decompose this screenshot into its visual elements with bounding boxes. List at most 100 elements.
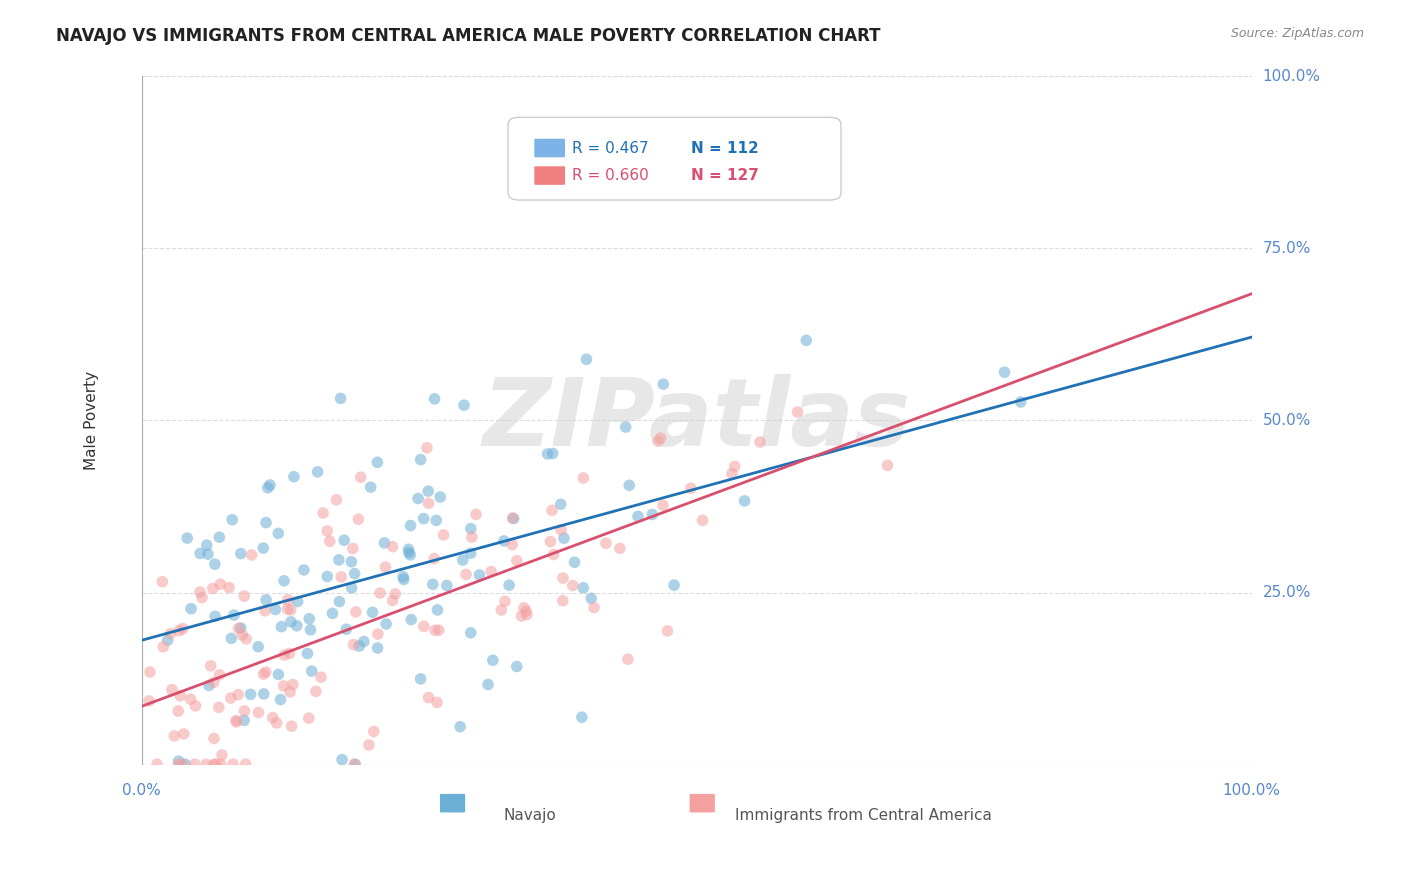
Immigrants from Central America xyxy=(343,757,366,772)
Immigrants from Central America xyxy=(228,621,250,635)
Navajo xyxy=(297,647,319,661)
Navajo xyxy=(449,720,471,734)
Immigrants from Central America xyxy=(679,481,702,495)
Immigrants from Central America xyxy=(347,512,370,526)
Navajo xyxy=(321,607,343,621)
Navajo xyxy=(399,518,422,533)
Immigrants from Central America xyxy=(501,538,523,552)
Navajo xyxy=(267,667,290,681)
Navajo xyxy=(392,573,415,587)
Immigrants from Central America xyxy=(195,757,218,772)
Navajo xyxy=(492,533,515,548)
Navajo xyxy=(198,678,221,692)
Immigrants from Central America xyxy=(572,471,595,485)
Navajo xyxy=(498,578,520,592)
Navajo xyxy=(204,558,226,572)
Navajo xyxy=(176,531,198,545)
Navajo xyxy=(298,612,321,626)
Immigrants from Central America xyxy=(167,624,190,638)
Navajo xyxy=(541,446,564,460)
Immigrants from Central America xyxy=(749,435,772,450)
Immigrants from Central America xyxy=(139,665,162,679)
Navajo xyxy=(239,687,262,701)
Immigrants from Central America xyxy=(167,757,190,772)
Navajo xyxy=(229,547,252,561)
Text: Immigrants from Central America: Immigrants from Central America xyxy=(735,808,991,823)
Immigrants from Central America xyxy=(515,604,537,618)
Immigrants from Central America xyxy=(342,541,364,556)
Text: 25.0%: 25.0% xyxy=(1263,585,1310,600)
Navajo xyxy=(460,522,482,536)
Navajo xyxy=(375,617,398,632)
Navajo xyxy=(406,491,429,506)
Immigrants from Central America xyxy=(163,729,186,743)
Immigrants from Central America xyxy=(423,624,446,638)
Immigrants from Central America xyxy=(150,574,173,589)
Immigrants from Central America xyxy=(506,554,529,568)
Navajo xyxy=(619,478,641,492)
Immigrants from Central America xyxy=(325,492,347,507)
Navajo xyxy=(229,621,252,635)
Immigrants from Central America xyxy=(280,719,302,733)
Navajo xyxy=(460,625,482,640)
Navajo xyxy=(208,530,231,544)
Navajo xyxy=(252,541,274,556)
Navajo xyxy=(197,547,219,561)
Immigrants from Central America xyxy=(416,441,439,455)
Navajo xyxy=(614,420,637,434)
Navajo xyxy=(468,568,491,582)
Immigrants from Central America xyxy=(254,665,277,679)
Navajo xyxy=(204,609,226,624)
Navajo xyxy=(347,639,370,653)
FancyBboxPatch shape xyxy=(508,118,841,200)
Text: 75.0%: 75.0% xyxy=(1263,241,1310,256)
Navajo xyxy=(273,574,295,588)
Immigrants from Central America xyxy=(876,458,898,473)
Text: N = 112: N = 112 xyxy=(692,141,759,156)
Immigrants from Central America xyxy=(184,698,207,713)
Immigrants from Central America xyxy=(502,511,524,525)
Navajo xyxy=(794,334,817,348)
Immigrants from Central America xyxy=(479,565,502,579)
Navajo xyxy=(536,447,558,461)
Navajo xyxy=(572,581,595,595)
Immigrants from Central America xyxy=(516,607,538,622)
Immigrants from Central America xyxy=(202,731,225,746)
Text: 50.0%: 50.0% xyxy=(1263,413,1310,428)
Immigrants from Central America xyxy=(551,593,574,607)
Immigrants from Central America xyxy=(138,694,160,708)
Immigrants from Central America xyxy=(211,747,233,762)
Immigrants from Central America xyxy=(724,459,747,474)
Text: R = 0.467: R = 0.467 xyxy=(572,141,650,156)
Immigrants from Central America xyxy=(454,567,477,582)
Immigrants from Central America xyxy=(273,679,295,693)
Immigrants from Central America xyxy=(652,498,675,512)
Navajo xyxy=(343,566,366,581)
Navajo xyxy=(360,480,382,494)
Navajo xyxy=(627,509,650,524)
Navajo xyxy=(550,497,572,511)
Immigrants from Central America xyxy=(226,688,249,702)
FancyBboxPatch shape xyxy=(534,166,565,186)
Immigrants from Central America xyxy=(305,684,328,698)
Immigrants from Central America xyxy=(350,470,373,484)
Immigrants from Central America xyxy=(205,757,228,772)
Immigrants from Central America xyxy=(384,587,406,601)
Navajo xyxy=(1010,395,1032,409)
Navajo xyxy=(328,553,350,567)
Navajo xyxy=(340,581,363,595)
Immigrants from Central America xyxy=(583,600,606,615)
Navajo xyxy=(429,490,451,504)
Immigrants from Central America xyxy=(247,706,270,720)
Navajo xyxy=(156,633,179,648)
Immigrants from Central America xyxy=(208,668,231,682)
Immigrants from Central America xyxy=(222,757,245,772)
Immigrants from Central America xyxy=(184,757,207,772)
Navajo xyxy=(422,577,444,591)
Immigrants from Central America xyxy=(180,692,202,706)
Navajo xyxy=(188,546,211,560)
Immigrants from Central America xyxy=(418,690,440,705)
Navajo xyxy=(575,352,598,367)
Navajo xyxy=(477,677,499,691)
Navajo xyxy=(426,603,449,617)
